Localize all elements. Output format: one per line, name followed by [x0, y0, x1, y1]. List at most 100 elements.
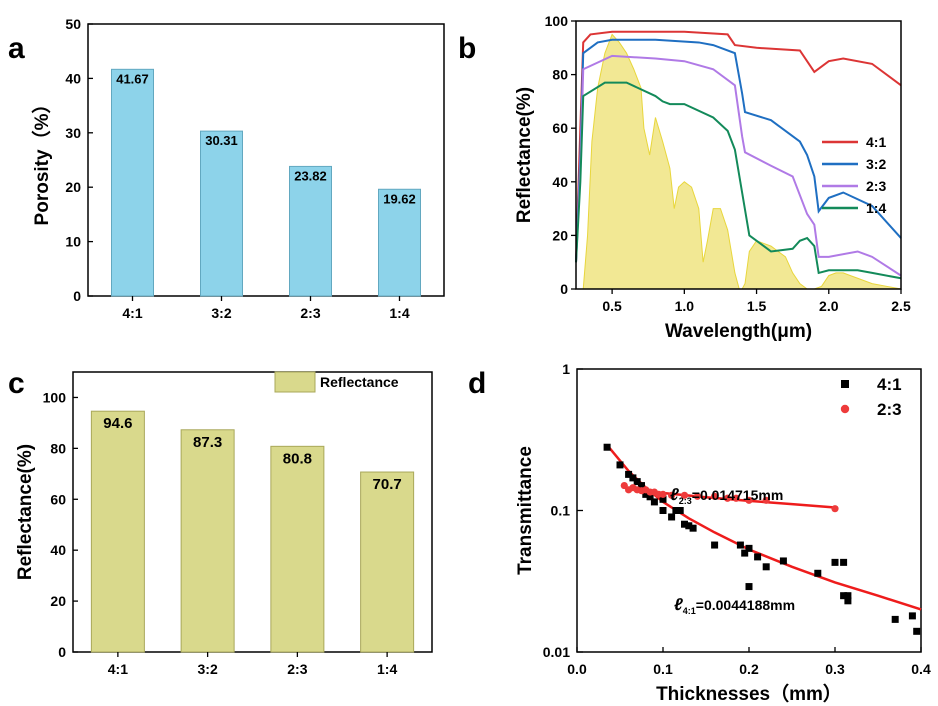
- point-2-3: [668, 491, 676, 499]
- y-axis-title: Reflectance(%): [15, 444, 36, 580]
- point-4-1: [681, 520, 688, 528]
- point-4-1: [736, 541, 744, 549]
- panel-d: d 0.01 0.1 1 0.0 0.1 0.2 0.3 0.4 Thicknesses（mm） T…: [468, 361, 931, 705]
- legend-swatch: [274, 371, 316, 393]
- x-tick-label: 1:4: [377, 661, 397, 677]
- y-tick-label: 30: [65, 125, 81, 141]
- data-label: 80.8: [283, 450, 312, 467]
- y-tick-label: 1: [562, 361, 570, 377]
- point-2-3: [693, 492, 702, 500]
- x-tick-label: 2.5: [891, 298, 911, 314]
- legend-label: 4:1: [866, 134, 886, 150]
- point-4-1: [659, 507, 667, 514]
- y-axis-title: Reflectance(%): [514, 87, 535, 223]
- point-4-1: [814, 569, 822, 577]
- y-tick-label: 40: [552, 174, 568, 190]
- point-4-1: [779, 557, 787, 565]
- point-4-1: [840, 592, 848, 600]
- y-tick-label: 60: [50, 491, 66, 507]
- y-tick-label: 20: [65, 179, 81, 195]
- point-4-1: [844, 597, 852, 605]
- point-4-1: [676, 507, 684, 514]
- panel-a: a 0 10 20 30 40 50 41.67 4:1 30.31 3:2 23.82 2:3 19.6…: [8, 16, 445, 321]
- point-4-1: [668, 513, 676, 521]
- point-4-1: [689, 524, 697, 532]
- y-tick-label: 20: [50, 593, 66, 609]
- data-label: 23.82: [294, 168, 327, 183]
- point-2-3: [745, 496, 753, 504]
- x-axis-title: Wavelength(μm): [665, 321, 812, 342]
- data-label: 87.3: [193, 434, 222, 451]
- bar-1-4: [378, 188, 421, 297]
- data-label: 94.6: [103, 415, 132, 432]
- point-2-3: [659, 490, 667, 498]
- y-axis-title: Porosity（%）: [30, 95, 53, 226]
- point-4-1: [711, 541, 719, 549]
- x-tick-label: 1:4: [389, 305, 409, 321]
- plot-frame: [87, 23, 445, 297]
- point-4-1: [762, 563, 770, 571]
- series-line-1-4: [575, 81, 902, 280]
- point-4-1: [891, 615, 899, 623]
- panel-label-a: a: [8, 32, 25, 65]
- y-tick-label: 10: [65, 234, 81, 250]
- x-tick-label: 0.1: [653, 661, 673, 677]
- point-2-3: [723, 494, 732, 502]
- point-2-3: [680, 491, 689, 499]
- point-2-3: [762, 496, 770, 504]
- data-label: 41.67: [116, 71, 149, 86]
- x-tick-label: 0.2: [739, 661, 759, 677]
- y-tick-label: 40: [65, 70, 81, 86]
- y-tick-label: 40: [50, 542, 66, 558]
- x-tick-label: 4:1: [122, 305, 142, 321]
- point-4-1: [741, 549, 749, 557]
- x-tick-label: 0.0: [567, 661, 587, 677]
- point-4-1: [616, 461, 624, 469]
- bar-3-2: [200, 130, 243, 297]
- y-tick-label: 0: [58, 644, 66, 660]
- point-4-1: [913, 627, 921, 635]
- point-4-1: [745, 583, 753, 591]
- plot-frame: [575, 20, 902, 290]
- x-tick-label: 2.0: [819, 298, 839, 314]
- data-label: 19.62: [383, 191, 416, 206]
- y-tick-label: 0: [560, 281, 568, 297]
- legend-label: 1:4: [866, 200, 886, 216]
- point-4-1: [650, 498, 658, 506]
- legend-label: 3:2: [866, 156, 886, 172]
- legend-label: 2:3: [866, 178, 886, 194]
- panel-label-b: b: [458, 32, 476, 65]
- point-4-1: [629, 474, 637, 482]
- y-tick-label: 80: [552, 67, 568, 83]
- x-tick-label: 4:1: [108, 661, 128, 677]
- point-4-1: [754, 553, 762, 561]
- x-tick-label: 0.4: [911, 661, 931, 677]
- x-tick-label: 0.5: [602, 298, 622, 314]
- point-4-1: [659, 495, 667, 503]
- y-tick-label: 50: [65, 16, 81, 32]
- point-4-1: [831, 558, 839, 566]
- point-2-3: [732, 494, 740, 502]
- legend-label: Reflectance: [320, 374, 399, 390]
- y-tick-label: 60: [552, 120, 568, 136]
- y-tick-label: 100: [545, 13, 569, 29]
- point-4-1: [672, 507, 680, 514]
- point-4-1: [642, 490, 650, 498]
- y-tick-label: 100: [43, 389, 67, 405]
- series-line-2-3: [575, 54, 902, 277]
- bar-2-3: [270, 445, 325, 653]
- bar-1-4: [360, 471, 415, 653]
- panel-label-d: d: [468, 367, 486, 400]
- data-label: 30.31: [205, 133, 238, 148]
- solar-spectrum-area: [582, 33, 902, 290]
- legend-marker-2-3: [840, 404, 850, 414]
- y-tick-label: 0: [73, 288, 81, 304]
- fit-annotation-2-3: ℓ2:3=0.014715mm: [670, 485, 783, 506]
- y-tick-label: 0.1: [551, 503, 571, 519]
- legend-marker-4-1: [841, 380, 849, 388]
- x-tick-label: 0.3: [825, 661, 845, 677]
- y-tick-label: 0.01: [543, 644, 570, 660]
- x-tick-label: 3:2: [198, 661, 218, 677]
- fit-curve-4-1: [606, 444, 922, 611]
